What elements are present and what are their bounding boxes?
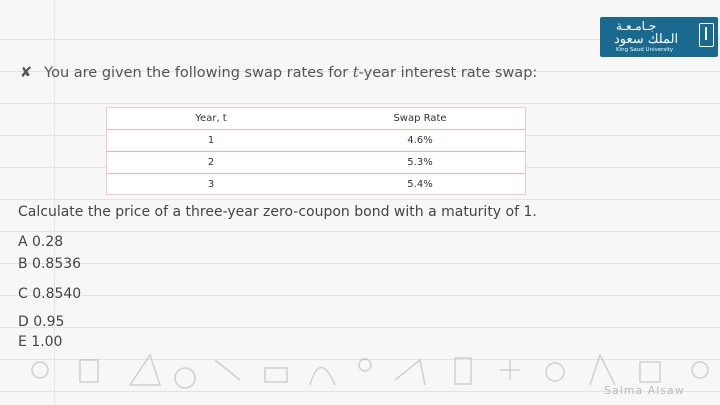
logo-english: King Saud University [616, 47, 674, 53]
table-cell-rate: 5.4% [407, 179, 433, 190]
cross-bullet-icon: ✘ [20, 65, 33, 81]
table-row: 3 5.4% [107, 174, 525, 195]
table-header-rate: Swap Rate [393, 113, 447, 124]
subquestion-text: Calculate the price of a three-year zero… [18, 204, 537, 220]
emblem-icon [699, 23, 714, 47]
watermark-text: Salma Alsaw [604, 384, 685, 397]
table-header-year: Year, t [195, 113, 227, 124]
option-d: D 0.95 [18, 314, 65, 330]
question-text-after: -year interest rate swap: [358, 65, 538, 81]
table-cell-year: 3 [207, 179, 215, 190]
option-c: C 0.8540 [18, 286, 82, 302]
option-b: B 0.8536 [18, 256, 82, 272]
logo-arabic-line1: جـامـعـة [616, 19, 657, 33]
option-a: A 0.28 [18, 234, 64, 250]
logo-arabic-line2: الملك سعود [614, 32, 679, 47]
table-header-row: Year, t Swap Rate [107, 108, 525, 130]
option-e: E 1.00 [18, 334, 63, 350]
school-doodles-decoration [31, 353, 709, 389]
margin-line [54, 0, 55, 405]
table-row: 1 4.6% [107, 130, 525, 152]
question-variable: t [352, 65, 359, 81]
swap-rate-table: Year, t Swap Rate 1 4.6% 2 5.3% 3 5.4% [106, 107, 526, 195]
table-cell-rate: 5.3% [407, 157, 433, 168]
university-logo: جـامـعـة الملك سعود King Saud University [600, 17, 718, 57]
table-cell-rate: 4.6% [407, 135, 433, 146]
question-text-before: You are given the following swap rates f… [44, 65, 353, 81]
table-cell-year: 2 [207, 157, 215, 168]
table-cell-year: 1 [207, 135, 215, 146]
table-row: 2 5.3% [107, 152, 525, 174]
question-text: ✘ You are given the following swap rates … [20, 65, 537, 81]
